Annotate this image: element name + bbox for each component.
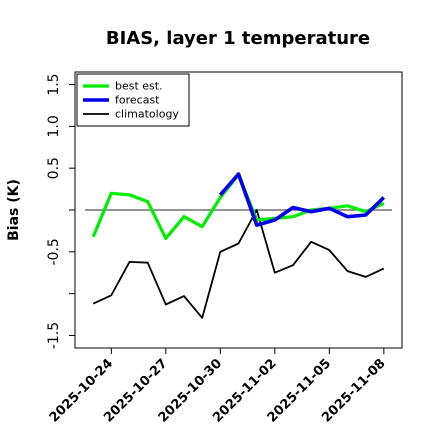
series-line-best-est bbox=[91, 173, 385, 240]
chart-title: BIAS, layer 1 temperature bbox=[106, 28, 370, 49]
series-line-forecast bbox=[218, 172, 386, 227]
y-axis-label: Bias (K) bbox=[6, 179, 22, 241]
legend-entry: best est. bbox=[115, 80, 163, 93]
y-tick-label: 1.0 bbox=[46, 115, 62, 137]
y-tick-label: -1.5 bbox=[46, 322, 62, 349]
y-tick-label: 0.5 bbox=[46, 157, 62, 179]
series-line-climatology bbox=[92, 209, 385, 319]
legend-entry: climatology bbox=[115, 108, 179, 121]
y-tick-label: 1.5 bbox=[46, 73, 62, 95]
y-tick-label: -0.5 bbox=[46, 238, 62, 265]
legend-entry: forecast bbox=[115, 94, 160, 107]
